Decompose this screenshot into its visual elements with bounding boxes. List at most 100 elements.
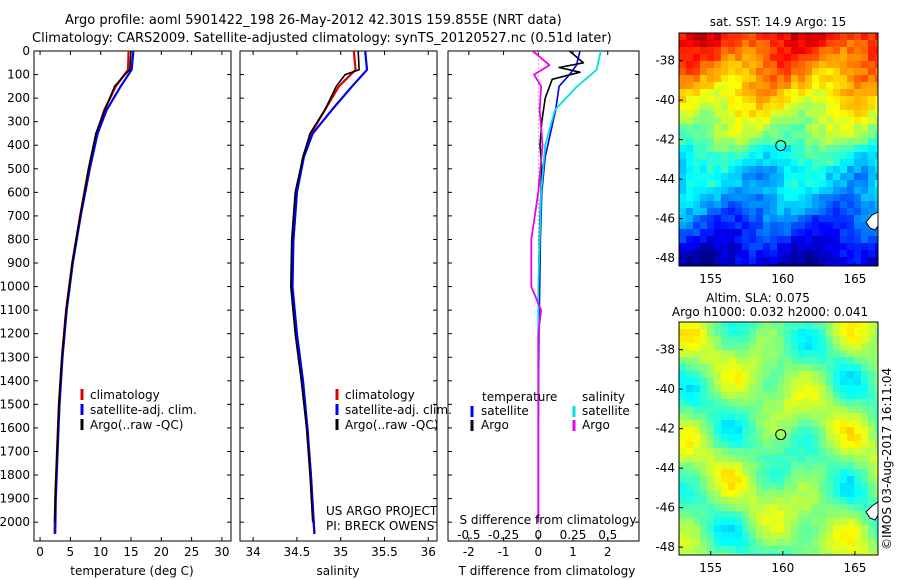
- sst-cell: [861, 250, 869, 258]
- sla-cell: [826, 336, 834, 344]
- sst-cell: [763, 201, 771, 209]
- sla-cell: [714, 364, 722, 372]
- sst-cell: [812, 187, 820, 195]
- sst-cell: [826, 103, 834, 111]
- sst-cell: [728, 201, 736, 209]
- sla-cell: [840, 357, 848, 365]
- sla-cell: [770, 469, 778, 477]
- sst-cell: [868, 61, 876, 69]
- sst-cell: [742, 194, 750, 202]
- sla-cell: [714, 462, 722, 470]
- sst-cell: [756, 61, 764, 69]
- sst-cell: [749, 236, 757, 244]
- sst-cell: [721, 75, 729, 83]
- sst-cell: [826, 40, 834, 48]
- sst-cell: [770, 236, 778, 244]
- sst-cell: [728, 173, 736, 181]
- sst-cell: [763, 173, 771, 181]
- sla-cell: [763, 539, 771, 547]
- sst-cell: [840, 243, 848, 251]
- sst-cell: [700, 47, 708, 55]
- sla-cell: [868, 546, 876, 554]
- sst-cell: [742, 264, 750, 266]
- sst-cell: [861, 54, 869, 62]
- sla-cell: [714, 406, 722, 414]
- sst-cell: [819, 117, 827, 125]
- sst-cell: [728, 138, 736, 146]
- sla-cell: [756, 518, 764, 526]
- sla-cell: [714, 476, 722, 484]
- sst-cell: [721, 194, 729, 202]
- sst-cell: [875, 82, 878, 90]
- sst-cell: [728, 236, 736, 244]
- sla-cell: [714, 441, 722, 449]
- sst-cell: [777, 187, 785, 195]
- sst-cell: [819, 208, 827, 216]
- sst-cell: [798, 250, 806, 258]
- sla-cell: [868, 441, 876, 449]
- sla-cell: [756, 343, 764, 351]
- sst-cell: [819, 173, 827, 181]
- sla-cell: [791, 497, 799, 505]
- sst-cell: [700, 250, 708, 258]
- sst-cell: [700, 54, 708, 62]
- sla-cell: [756, 539, 764, 547]
- sst-cell: [812, 222, 820, 230]
- sla-cell: [798, 343, 806, 351]
- sst-cell: [791, 152, 799, 160]
- sst-cell: [749, 187, 757, 195]
- sla-cell: [770, 371, 778, 379]
- sst-cell: [833, 61, 841, 69]
- sst-cell: [784, 222, 792, 230]
- sla-cell: [756, 483, 764, 491]
- sla-cell: [847, 469, 855, 477]
- sla-cell: [700, 406, 708, 414]
- sla-cell: [763, 532, 771, 540]
- sla-cell: [784, 483, 792, 491]
- sla-cell: [770, 546, 778, 554]
- sla-cell: [791, 427, 799, 435]
- sla-cell: [707, 525, 715, 533]
- sla-cell: [679, 553, 687, 555]
- sla-cell: [826, 378, 834, 386]
- sst-cell: [791, 201, 799, 209]
- sst-cell: [819, 145, 827, 153]
- sla-cell: [707, 427, 715, 435]
- map-y-tick-label: -40: [655, 93, 675, 107]
- sst-cell: [735, 201, 743, 209]
- sst-cell: [868, 264, 876, 266]
- sla-cell: [735, 497, 743, 505]
- sst-cell: [777, 152, 785, 160]
- sst-cell: [791, 124, 799, 132]
- sla-cell: [819, 343, 827, 351]
- sla-cell: [826, 448, 834, 456]
- depth-tick-label: 1900: [0, 492, 30, 506]
- sla-cell: [679, 532, 687, 540]
- sst-cell: [868, 40, 876, 48]
- sst-cell: [686, 110, 694, 118]
- sla-cell: [686, 420, 694, 428]
- sst-cell: [735, 82, 743, 90]
- sla-cell: [826, 490, 834, 498]
- sst-cell: [784, 138, 792, 146]
- sst-cell: [707, 166, 715, 174]
- sst-cell: [875, 180, 878, 188]
- sst-cell: [679, 201, 687, 209]
- sla-cell: [840, 497, 848, 505]
- sst-cell: [742, 40, 750, 48]
- depth-tick-label: 700: [7, 209, 30, 223]
- sst-cell: [854, 222, 862, 230]
- sst-cell: [791, 243, 799, 251]
- sst-cell: [756, 54, 764, 62]
- sla-cell: [784, 469, 792, 477]
- sst-cell: [735, 40, 743, 48]
- sst-cell: [847, 194, 855, 202]
- sst-cell: [742, 229, 750, 237]
- sst-cell: [707, 33, 715, 41]
- sst-cell: [791, 131, 799, 139]
- sla-cell: [847, 476, 855, 484]
- sst-cell: [833, 187, 841, 195]
- sla-cell: [875, 343, 878, 351]
- sla-cell: [812, 469, 820, 477]
